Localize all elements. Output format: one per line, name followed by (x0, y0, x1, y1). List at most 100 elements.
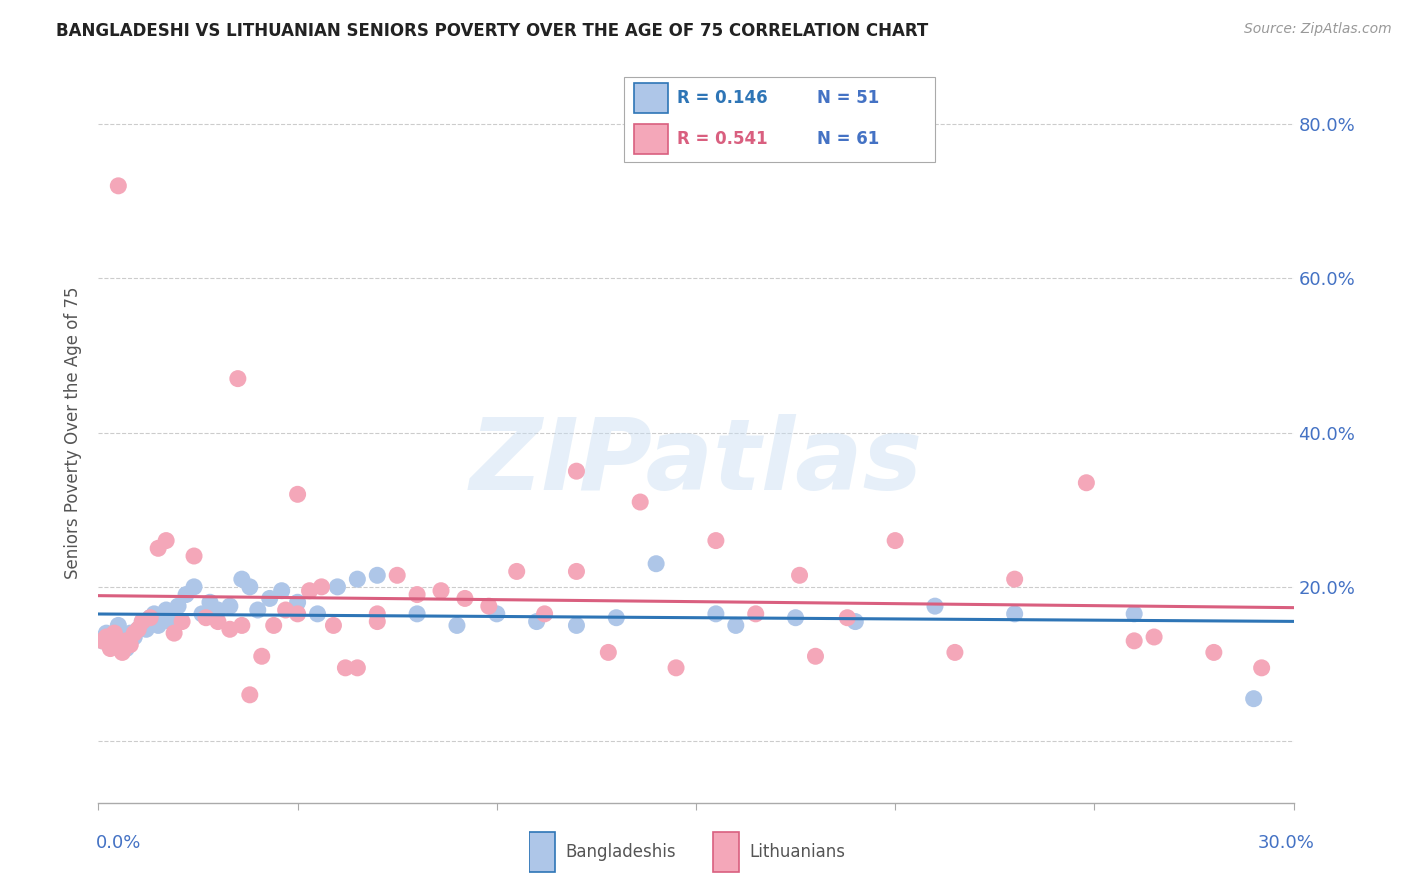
Point (131, 615, 153, 629)
Point (804, 649, 827, 664)
Point (239, 580, 262, 594)
Point (704, 533, 727, 548)
Point (346, 661, 368, 675)
Point (120, 638, 142, 652)
Y-axis label: Seniors Poverty Over the Age of 75: Seniors Poverty Over the Age of 75 (65, 286, 83, 579)
Point (250, 649, 273, 664)
Point (167, 599, 190, 614)
Point (163, 626, 186, 640)
Point (259, 591, 281, 606)
Point (884, 533, 907, 548)
Text: Source: ZipAtlas.com: Source: ZipAtlas.com (1244, 22, 1392, 37)
Point (322, 618, 344, 632)
Point (565, 618, 588, 632)
Point (270, 583, 292, 598)
Point (1123, 607, 1146, 621)
Point (837, 610, 859, 624)
Point (131, 615, 153, 629)
Point (107, 638, 129, 652)
Point (150, 610, 173, 624)
Point (239, 688, 262, 702)
Point (454, 591, 477, 606)
Point (148, 541, 170, 556)
Point (96, 626, 118, 640)
Point (1004, 607, 1026, 621)
Point (307, 607, 329, 621)
Point (785, 610, 807, 624)
Point (1243, 691, 1265, 706)
Point (207, 603, 229, 617)
Point (287, 595, 309, 609)
Text: 30.0%: 30.0% (1258, 834, 1315, 852)
Point (298, 583, 321, 598)
Point (366, 607, 388, 621)
Point (207, 615, 229, 629)
Point (174, 588, 197, 602)
Point (226, 371, 249, 385)
Point (143, 607, 166, 621)
Point (326, 580, 349, 594)
Point (127, 622, 149, 636)
Point (148, 618, 170, 632)
Point (406, 607, 429, 621)
Point (91, 633, 114, 648)
Point (96, 630, 118, 644)
Point (124, 626, 146, 640)
Point (844, 615, 866, 629)
Point (115, 633, 138, 648)
Point (219, 599, 242, 614)
Point (183, 580, 205, 594)
Point (311, 580, 333, 594)
Point (430, 583, 453, 598)
Point (446, 618, 468, 632)
Point (195, 610, 218, 624)
Point (231, 618, 253, 632)
Point (1004, 572, 1026, 586)
Point (231, 572, 253, 586)
Point (385, 568, 409, 582)
Point (219, 622, 242, 636)
Point (159, 615, 181, 629)
Point (605, 610, 627, 624)
Point (107, 178, 129, 193)
Point (120, 626, 142, 640)
Point (155, 533, 177, 548)
Point (366, 615, 388, 629)
Point (943, 645, 966, 659)
Point (724, 618, 747, 632)
Point (745, 607, 768, 621)
Point (107, 618, 129, 632)
Point (124, 630, 146, 644)
Point (526, 615, 548, 629)
Point (191, 607, 214, 621)
Point (183, 549, 205, 563)
Point (1250, 661, 1272, 675)
Point (91, 633, 114, 648)
Point (665, 661, 688, 675)
Text: ZIPatlas: ZIPatlas (470, 414, 922, 511)
Point (924, 599, 946, 614)
Point (485, 607, 508, 621)
Point (366, 568, 388, 582)
Point (135, 622, 157, 636)
Text: 0.0%: 0.0% (96, 834, 141, 852)
Point (565, 464, 588, 478)
Point (103, 626, 125, 640)
Point (274, 603, 297, 617)
Point (506, 565, 529, 579)
Point (704, 607, 727, 621)
Point (127, 622, 149, 636)
Point (533, 607, 555, 621)
Point (263, 618, 285, 632)
Point (1123, 633, 1146, 648)
Text: BANGLADESHI VS LITHUANIAN SENIORS POVERTY OVER THE AGE OF 75 CORRELATION CHART: BANGLADESHI VS LITHUANIAN SENIORS POVERT… (56, 22, 928, 40)
Point (287, 487, 309, 501)
Point (335, 661, 357, 675)
Point (789, 568, 811, 582)
Point (98, 638, 122, 652)
Point (246, 603, 269, 617)
Point (478, 599, 501, 614)
Point (198, 595, 221, 609)
Point (1143, 630, 1166, 644)
Point (565, 565, 588, 579)
